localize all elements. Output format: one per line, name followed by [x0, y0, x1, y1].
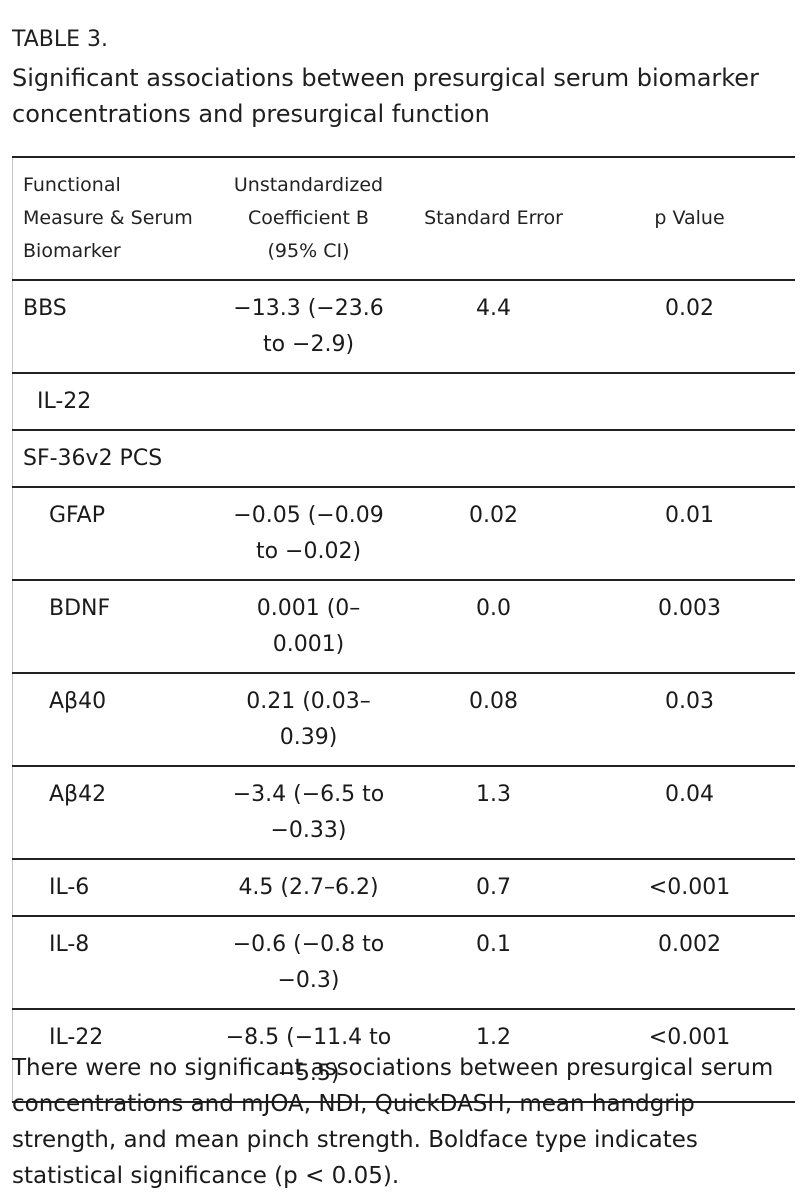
cell-p-value: 0.04	[582, 766, 795, 860]
cell-coefficient: −3.4 (−6.5 to −0.33)	[212, 766, 403, 860]
cell-standard-error: 0.7	[402, 859, 583, 917]
header-functional-measure: Functional Measure & Serum Biomarker	[12, 157, 213, 281]
table-title: Significant associations between presurg…	[12, 64, 759, 128]
cell-measure: BBS	[12, 280, 213, 374]
table-number: TABLE 3.	[12, 27, 109, 52]
cell-standard-error	[402, 430, 583, 488]
results-table: Functional Measure & Serum Biomarker Uns…	[12, 156, 795, 1103]
cell-p-value: 0.02	[582, 280, 795, 374]
cell-coefficient	[212, 430, 403, 488]
cell-standard-error: 0.08	[402, 673, 583, 767]
table-row: BBS −13.3 (−23.6 to −2.9) 4.4 0.02	[12, 280, 795, 374]
cell-standard-error: 0.02	[402, 487, 583, 581]
cell-measure: IL-8	[12, 916, 213, 1010]
table-caption: TABLE 3. Significant associations betwee…	[12, 26, 792, 132]
table-row: IL-22	[12, 373, 795, 431]
cell-measure: BDNF	[12, 580, 213, 674]
cell-p-value: 0.01	[582, 487, 795, 581]
table-row: Aβ42 −3.4 (−6.5 to −0.33) 1.3 0.04	[12, 766, 795, 860]
cell-standard-error: 0.1	[402, 916, 583, 1010]
cell-measure: IL-6	[12, 859, 213, 917]
header-standard-error: Standard Error	[402, 157, 583, 281]
cell-p-value: 0.03	[582, 673, 795, 767]
cell-p-value: <0.001	[582, 1009, 795, 1103]
table-footnote: There were no significant associations b…	[12, 1055, 774, 1189]
cell-p-value	[582, 373, 795, 431]
cell-measure: GFAP	[12, 487, 213, 581]
cell-standard-error: 1.2	[402, 1009, 583, 1103]
header-p-value: p Value	[582, 157, 795, 281]
cell-measure: Aβ42	[12, 766, 213, 860]
cell-coefficient: 0.21 (0.03–0.39)	[212, 673, 403, 767]
cell-p-value: 0.003	[582, 580, 795, 674]
cell-coefficient: −0.05 (−0.09 to −0.02)	[212, 487, 403, 581]
table-row: BDNF 0.001 (0–0.001) 0.0 0.003	[12, 580, 795, 674]
cell-measure: IL-22	[12, 373, 213, 431]
cell-p-value	[582, 430, 795, 488]
cell-standard-error: 0.0	[402, 580, 583, 674]
cell-standard-error	[402, 373, 583, 431]
cell-coefficient: −8.5 (−11.4 to −5.5)	[212, 1009, 403, 1103]
cell-standard-error: 1.3	[402, 766, 583, 860]
cell-coefficient: 4.5 (2.7–6.2)	[212, 859, 403, 917]
cell-p-value: <0.001	[582, 859, 795, 917]
cell-p-value: 0.002	[582, 916, 795, 1010]
table-row: GFAP −0.05 (−0.09 to −0.02) 0.02 0.01	[12, 487, 795, 581]
table-row: SF-36v2 PCS	[12, 430, 795, 488]
cell-coefficient: −13.3 (−23.6 to −2.9)	[212, 280, 403, 374]
cell-measure: SF-36v2 PCS	[12, 430, 213, 488]
header-coefficient: Unstandardized Coefficient B (95% CI)	[212, 157, 403, 281]
cell-measure: Aβ40	[12, 673, 213, 767]
table-row: IL-6 4.5 (2.7–6.2) 0.7 <0.001	[12, 859, 795, 917]
table-row: IL-8 −0.6 (−0.8 to −0.3) 0.1 0.002	[12, 916, 795, 1010]
cell-coefficient	[212, 373, 403, 431]
cell-measure: IL-22	[12, 1009, 213, 1103]
table-header-row: Functional Measure & Serum Biomarker Uns…	[12, 157, 795, 281]
cell-standard-error: 4.4	[402, 280, 583, 374]
cell-coefficient: −0.6 (−0.8 to −0.3)	[212, 916, 403, 1010]
cell-coefficient: 0.001 (0–0.001)	[212, 580, 403, 674]
table-row: Aβ40 0.21 (0.03–0.39) 0.08 0.03	[12, 673, 795, 767]
table-row: IL-22 −8.5 (−11.4 to −5.5) 1.2 <0.001	[12, 1009, 795, 1103]
